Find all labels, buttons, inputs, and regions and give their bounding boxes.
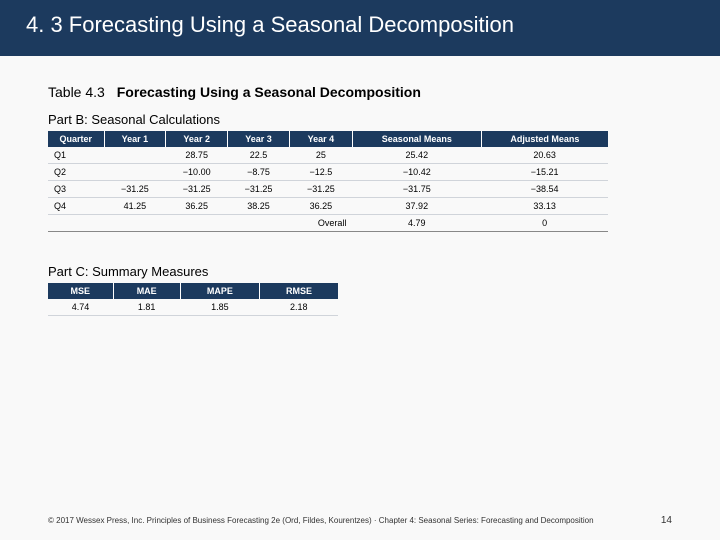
cell-y1: [104, 164, 166, 181]
col-rmse: RMSE: [260, 283, 338, 299]
cell-y2: 28.75: [166, 147, 228, 164]
cell-y3: −31.25: [228, 181, 290, 198]
slide: 4. 3 Forecasting Using a Seasonal Decomp…: [0, 0, 720, 540]
cell-adj: 33.13: [481, 198, 608, 215]
cell-quarter: Q2: [48, 164, 104, 181]
table-header-row: MSE MAE MAPE RMSE: [48, 283, 338, 299]
table-row: 4.74 1.81 1.85 2.18: [48, 299, 338, 316]
col-year3: Year 3: [228, 131, 290, 147]
copyright-text: © 2017 Wessex Press, Inc. Principles of …: [48, 516, 594, 525]
table-number: Table 4.3: [48, 84, 105, 100]
cell-mean: 37.92: [352, 198, 481, 215]
cell-mean: 25.42: [352, 147, 481, 164]
cell-adj: −15.21: [481, 164, 608, 181]
cell-adj: 20.63: [481, 147, 608, 164]
cell-mean: −10.42: [352, 164, 481, 181]
cell-quarter: Q1: [48, 147, 104, 164]
cell-y2: −31.25: [166, 181, 228, 198]
table-row: Q2 −10.00 −8.75 −12.5 −10.42 −15.21: [48, 164, 608, 181]
cell-y4: 36.25: [289, 198, 352, 215]
cell-adj: −38.54: [481, 181, 608, 198]
cell-y3: −8.75: [228, 164, 290, 181]
part-c-table: MSE MAE MAPE RMSE 4.74 1.81 1.85 2.18: [48, 283, 338, 316]
overall-label: Overall: [289, 215, 352, 232]
col-mse: MSE: [48, 283, 113, 299]
cell-y4: −31.25: [289, 181, 352, 198]
table-header-row: Quarter Year 1 Year 2 Year 3 Year 4 Seas…: [48, 131, 608, 147]
col-adjmean: Adjusted Means: [481, 131, 608, 147]
cell-y3: 22.5: [228, 147, 290, 164]
table-caption: Table 4.3 Forecasting Using a Seasonal D…: [48, 84, 672, 100]
cell-quarter: Q4: [48, 198, 104, 215]
overall-adj: 0: [481, 215, 608, 232]
cell-y2: 36.25: [166, 198, 228, 215]
title-bar: 4. 3 Forecasting Using a Seasonal Decomp…: [0, 0, 720, 56]
part-b-table: Quarter Year 1 Year 2 Year 3 Year 4 Seas…: [48, 131, 608, 232]
col-year1: Year 1: [104, 131, 166, 147]
overall-mean: 4.79: [352, 215, 481, 232]
cell-mae: 1.81: [113, 299, 180, 316]
cell-y2: −10.00: [166, 164, 228, 181]
cell-mean: −31.75: [352, 181, 481, 198]
col-year4: Year 4: [289, 131, 352, 147]
cell-y3: 38.25: [228, 198, 290, 215]
footer: © 2017 Wessex Press, Inc. Principles of …: [48, 515, 672, 526]
cell-y4: −12.5: [289, 164, 352, 181]
cell-mse: 4.74: [48, 299, 113, 316]
table-name: Forecasting Using a Seasonal Decompositi…: [117, 84, 421, 100]
page-number: 14: [661, 515, 672, 526]
col-quarter: Quarter: [48, 131, 104, 147]
table-row: Q4 41.25 36.25 38.25 36.25 37.92 33.13: [48, 198, 608, 215]
col-seasmean: Seasonal Means: [352, 131, 481, 147]
cell-quarter: Q3: [48, 181, 104, 198]
cell-y1: −31.25: [104, 181, 166, 198]
slide-title: 4. 3 Forecasting Using a Seasonal Decomp…: [26, 12, 694, 38]
table-row-overall: Overall 4.79 0: [48, 215, 608, 232]
part-b-label: Part B: Seasonal Calculations: [48, 112, 672, 127]
table-row: Q1 28.75 22.5 25 25.42 20.63: [48, 147, 608, 164]
content-area: Table 4.3 Forecasting Using a Seasonal D…: [0, 56, 720, 316]
cell-y4: 25: [289, 147, 352, 164]
table-row: Q3 −31.25 −31.25 −31.25 −31.25 −31.75 −3…: [48, 181, 608, 198]
part-c-label: Part C: Summary Measures: [48, 264, 672, 279]
col-mape: MAPE: [180, 283, 259, 299]
cell-rmse: 2.18: [260, 299, 338, 316]
cell-mape: 1.85: [180, 299, 259, 316]
col-mae: MAE: [113, 283, 180, 299]
cell-y1: [104, 147, 166, 164]
cell-y1: 41.25: [104, 198, 166, 215]
col-year2: Year 2: [166, 131, 228, 147]
